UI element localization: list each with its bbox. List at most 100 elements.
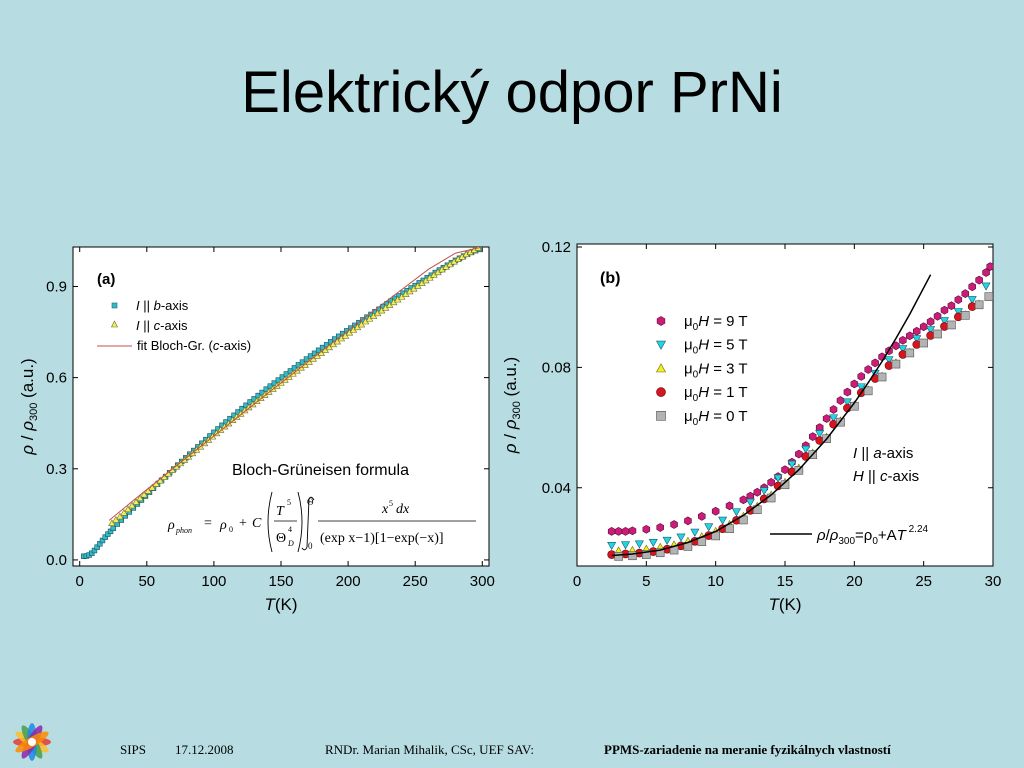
a-x-tick-label: 0 [76,573,84,590]
b-point-h5 [745,498,755,507]
b-panel-label: (b) [600,270,620,287]
b-point-h0 [863,386,873,396]
b-point-h9 [711,506,720,516]
b-point-h9 [822,414,831,423]
b-point-h9 [912,326,921,336]
b-point-h0 [642,550,651,559]
b-point-h9 [767,477,775,487]
b-point-h9 [753,487,762,497]
b-point-h9 [698,512,706,521]
b-point-h5 [718,516,728,525]
b-point-h9 [607,527,616,536]
svg-text:(exp x−1)[1−exp(−x)]: (exp x−1)[1−exp(−x)] [320,531,444,546]
b-point-h5 [634,540,644,549]
b-series-fit-line [611,274,932,557]
svg-text:x: x [381,502,389,517]
b-point-h9 [968,282,976,292]
sips-logo-icon [10,720,54,764]
b-y-label: ρ / ρ300 (a.u.) [501,357,523,454]
b-point-h5 [842,398,852,407]
a-point-c [140,490,148,498]
b-point-h5 [898,345,908,354]
svg-text:Θ: Θ [276,531,286,546]
b-x-tick-label: 25 [915,573,932,590]
svg-text:=: = [204,516,212,531]
svg-text:5: 5 [389,499,393,508]
a-point-c [144,487,152,494]
b-point-h9 [836,396,845,405]
b-point-h0 [628,551,637,561]
a-point-c [116,512,124,520]
b-point-h5 [648,539,658,548]
b-point-h9 [982,268,990,277]
b-point-h9 [614,527,623,536]
b-point-h9 [975,275,983,285]
svg-text:Θ: Θ [307,497,314,507]
b-point-h9 [808,432,817,441]
a-legend-fit-label: fit Bloch-Gr. (c-axis) [137,338,251,353]
b-x-tick-label: 30 [985,573,1002,590]
a-legend: I || b-axis I || c-axis fit Bloch-Gr. (c… [97,298,251,353]
a-annotation: Bloch-Grüneisen formula [232,462,409,479]
b-point-h9 [781,465,789,475]
b-point-h5 [759,487,769,496]
a-series-fit-line [108,247,483,521]
b-point-h9 [954,295,963,305]
a-point-c [132,498,140,505]
svg-text:5: 5 [287,498,291,507]
b-point-h9 [871,358,879,368]
b-point-h9 [947,301,956,311]
footer: SIPS 17.12.2008 RNDr. Marian Mihalik, CS… [0,733,1024,768]
b-point-h0 [725,524,734,533]
a-point-c [136,494,144,502]
b-legend-marker-h5 [655,340,667,350]
b-legend-label-h5: μ0H = 5 T [684,337,748,357]
svg-text:ρ: ρ [167,518,175,533]
a-point-c [148,483,156,491]
a-x-tick-label: 100 [201,573,226,590]
svg-text:phon: phon [175,526,192,535]
b-legend-label-h1: μ0H = 1 T [684,384,748,404]
b-legend-label-h3: μ0H = 3 T [684,360,748,380]
b-point-h0 [655,548,665,558]
b-legend: μ0H = 9 T μ0H = 5 T μ0H = 3 T μ0H = 1 T μ0H … [655,313,748,428]
a-y-tick-label: 0.3 [46,461,67,478]
b-fit-legend-label: ρ/ρ300=ρ0+AT 2.24 [816,524,929,547]
b-point-h5 [926,326,936,335]
a-point-c [128,501,136,509]
a-y-tick-label: 0.9 [46,278,67,295]
b-point-h9 [843,387,852,397]
b-point-h0 [933,329,942,339]
b-point-h0 [877,372,887,382]
b-point-h5 [662,536,672,546]
b-y-tick-label: 0.12 [542,239,571,256]
a-y-label: ρ / ρ300 (a.u.) [18,358,40,455]
b-point-h5 [815,430,825,439]
a-point-c [112,516,120,523]
b-annotation-line1: I || a-axis [853,445,913,462]
svg-text:0: 0 [229,525,233,534]
b-point-h9 [906,331,914,341]
b-point-h0 [974,300,984,310]
b-point-h5 [676,533,686,542]
b-point-h5 [621,541,631,550]
svg-text:ρ: ρ [219,518,227,533]
b-point-h5 [953,308,963,317]
a-plot-area [72,246,490,567]
a-point-c [120,509,128,516]
svg-text:dx: dx [396,502,410,517]
svg-text:4: 4 [288,525,292,534]
svg-text:T: T [276,504,285,519]
b-x-tick-label: 10 [707,573,724,590]
b-legend-marker-h0 [656,410,666,421]
b-point-h9 [857,372,866,381]
b-point-h9 [919,322,928,332]
b-point-h0 [960,311,970,320]
b-point-h9 [986,262,993,271]
b-legend-marker-h3 [655,363,667,373]
b-point-h5 [773,474,783,483]
a-point-c [124,505,132,513]
b-point-h9 [739,495,748,505]
b-legend-label-h0: μ0H = 0 T [684,408,748,428]
